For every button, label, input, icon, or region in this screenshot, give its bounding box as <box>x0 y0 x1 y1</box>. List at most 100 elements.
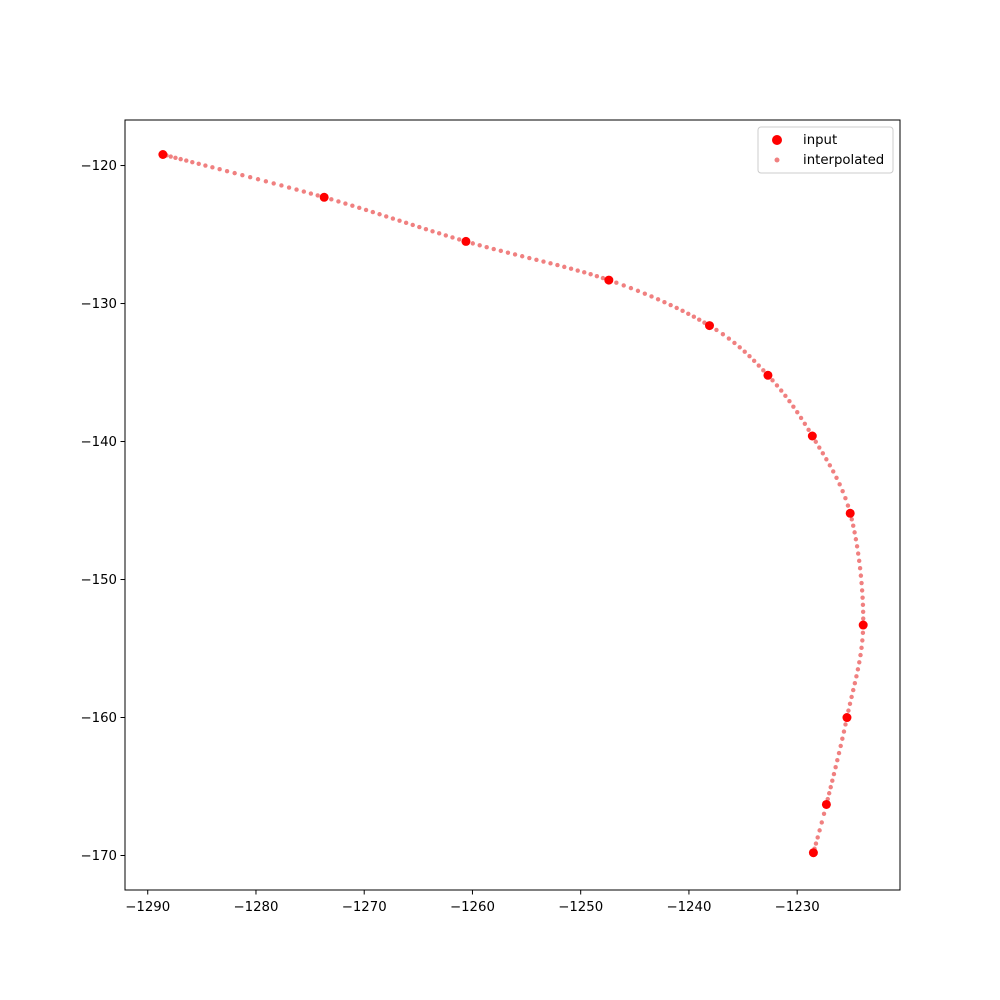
interpolated-point <box>363 207 369 213</box>
interpolated-point <box>263 179 269 184</box>
interpolated-point <box>813 841 819 846</box>
interpolated-point <box>843 722 848 727</box>
interpolated-point <box>315 193 320 198</box>
interpolated-point <box>854 544 860 549</box>
interpolated-point <box>751 358 757 364</box>
interpolated-point <box>860 602 866 607</box>
interpolated-point <box>594 273 600 279</box>
x-tick-label: −1230 <box>775 900 820 915</box>
interpolated-point <box>843 496 848 501</box>
interpolated-point <box>849 694 854 700</box>
input-point <box>763 370 773 380</box>
interpolated-point <box>541 259 546 264</box>
interpolated-point <box>674 305 679 311</box>
interpolated-point <box>747 354 752 359</box>
input-point <box>604 275 614 285</box>
y-tick-label: −150 <box>80 573 117 588</box>
interpolated-point <box>294 187 299 192</box>
interpolated-point <box>512 252 518 257</box>
interpolated-point <box>737 345 742 350</box>
input-point <box>842 713 852 723</box>
interpolated-point <box>787 399 792 404</box>
input-series <box>158 149 868 858</box>
interpolated-point <box>860 638 865 643</box>
input-point <box>808 848 818 858</box>
interpolated-point <box>668 302 673 308</box>
interpolated-point <box>851 523 856 528</box>
interpolated-series <box>160 152 866 855</box>
interpolated-point <box>838 743 843 749</box>
interpolated-point <box>178 156 183 162</box>
interpolated-point <box>505 250 511 255</box>
input-point <box>461 236 471 246</box>
interpolated-point <box>835 758 840 763</box>
interpolated-point <box>555 262 560 268</box>
interpolated-point <box>548 261 553 266</box>
interpolated-point <box>286 185 292 190</box>
interpolated-point <box>279 183 284 188</box>
y-tick-label: −170 <box>80 849 117 864</box>
interpolated-point <box>350 203 355 208</box>
interpolated-point <box>836 750 842 756</box>
interpolated-point <box>851 687 856 693</box>
interpolated-point <box>423 226 429 232</box>
interpolated-point <box>783 393 788 399</box>
interpolated-point <box>173 155 178 160</box>
interpolated-point <box>833 765 838 770</box>
interpolated-point <box>813 439 818 444</box>
interpolated-point <box>834 475 839 480</box>
interpolated-point <box>491 246 496 252</box>
interpolated-point <box>628 285 634 291</box>
interpolated-point <box>831 469 836 474</box>
interpolated-point <box>203 163 208 168</box>
interpolated-point <box>855 667 861 672</box>
interpolated-point <box>791 404 796 409</box>
interpolated-point <box>774 383 780 388</box>
legend-label-input: input <box>803 133 837 148</box>
interpolated-point <box>582 270 587 275</box>
interpolated-point <box>806 427 811 433</box>
x-tick-label: −1260 <box>450 900 495 915</box>
interpolated-point <box>377 212 382 217</box>
interpolated-point <box>828 784 833 790</box>
interpolated-point <box>534 257 539 262</box>
input-point <box>158 149 168 159</box>
x-tick-label: −1250 <box>558 900 603 915</box>
interpolated-point <box>397 218 402 223</box>
interpolated-point <box>600 275 606 281</box>
interpolated-point <box>308 191 314 196</box>
interpolated-point <box>301 189 307 194</box>
input-point <box>821 799 831 809</box>
y-tick-label: −120 <box>80 159 117 174</box>
interpolated-point <box>575 268 580 273</box>
interpolated-point <box>390 216 396 221</box>
legend-box <box>757 126 894 174</box>
interpolated-point <box>568 266 574 271</box>
interpolated-point <box>856 558 862 564</box>
x-tick-label: −1270 <box>342 900 387 915</box>
interpolated-point <box>854 674 859 679</box>
interpolated-point <box>852 681 858 686</box>
interpolated-point <box>224 168 230 174</box>
interpolated-point <box>410 222 415 228</box>
interpolated-point <box>827 463 833 468</box>
interpolated-point <box>770 378 775 383</box>
interpolated-point <box>430 229 435 234</box>
interpolated-point <box>196 161 201 167</box>
interpolated-point <box>470 241 475 246</box>
input-point <box>845 508 855 518</box>
interpolated-point <box>817 828 822 833</box>
interpolated-point <box>802 421 808 427</box>
interpolated-point <box>255 177 261 182</box>
interpolated-point <box>819 820 824 825</box>
interpolated-point <box>841 729 847 734</box>
interpolated-point <box>830 778 835 783</box>
interpolated-point <box>655 297 661 302</box>
interpolated-point <box>815 835 820 840</box>
interpolated-point <box>484 244 489 250</box>
interpolated-point <box>384 214 389 219</box>
input-point <box>704 321 714 331</box>
interpolated-point <box>477 243 482 248</box>
interpolated-point <box>271 181 276 186</box>
interpolated-point <box>232 170 237 176</box>
